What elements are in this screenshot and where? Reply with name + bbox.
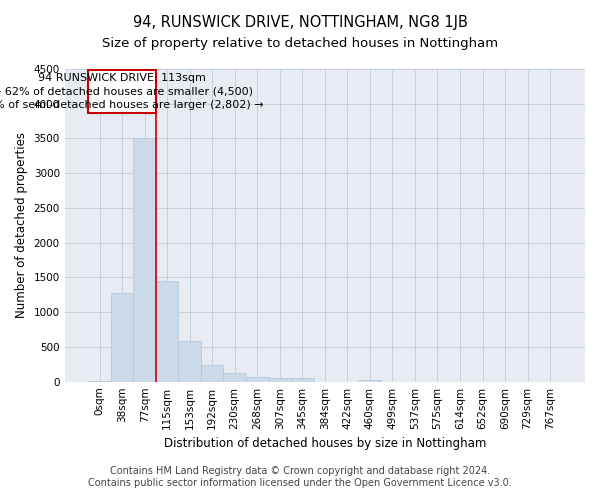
- Bar: [269, 378, 291, 382]
- Bar: [178, 342, 201, 382]
- Text: ← 62% of detached houses are smaller (4,500): ← 62% of detached houses are smaller (4,…: [0, 86, 253, 97]
- Bar: [246, 377, 269, 382]
- Bar: [156, 281, 178, 382]
- Y-axis label: Number of detached properties: Number of detached properties: [15, 132, 28, 318]
- Text: 94, RUNSWICK DRIVE, NOTTINGHAM, NG8 1JB: 94, RUNSWICK DRIVE, NOTTINGHAM, NG8 1JB: [133, 15, 467, 30]
- Text: Size of property relative to detached houses in Nottingham: Size of property relative to detached ho…: [102, 38, 498, 51]
- Bar: [88, 70, 156, 114]
- Text: 94 RUNSWICK DRIVE: 113sqm: 94 RUNSWICK DRIVE: 113sqm: [38, 73, 206, 83]
- Bar: [359, 380, 381, 382]
- X-axis label: Distribution of detached houses by size in Nottingham: Distribution of detached houses by size …: [164, 437, 486, 450]
- Text: Contains HM Land Registry data © Crown copyright and database right 2024.
Contai: Contains HM Land Registry data © Crown c…: [88, 466, 512, 487]
- Text: 38% of semi-detached houses are larger (2,802) →: 38% of semi-detached houses are larger (…: [0, 100, 264, 110]
- Bar: [133, 138, 156, 382]
- Bar: [223, 372, 246, 382]
- Bar: [111, 294, 133, 382]
- Bar: [201, 365, 223, 382]
- Bar: [291, 378, 314, 382]
